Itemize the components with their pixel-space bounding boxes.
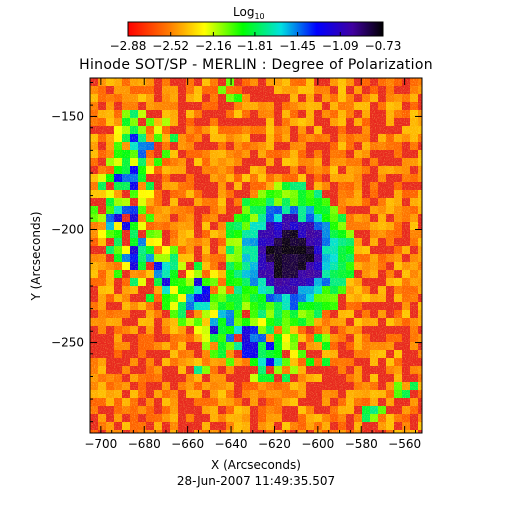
colorbar-ticks: −2.88 −2.52 −2.16 −1.81 −1.45 −1.09 −0.73 — [110, 32, 402, 53]
x-tick-label: −560 — [388, 437, 421, 451]
y-tick-label: −250 — [51, 336, 84, 350]
x-tick-label: −660 — [171, 437, 204, 451]
y-axis-label: Y (Arcseconds) — [29, 211, 43, 301]
plot-frame — [89, 77, 423, 434]
x-tick-label: −680 — [128, 437, 161, 451]
x-tick-label: −620 — [258, 437, 291, 451]
plot-area — [89, 77, 423, 434]
colorbar-label: Log10 — [233, 5, 265, 21]
y-tick-label: −150 — [51, 109, 84, 123]
colorbar-tick-label: −1.45 — [279, 39, 316, 53]
timestamp: 28-Jun-2007 11:49:35.507 — [177, 474, 335, 488]
colorbar-tick-label: −1.09 — [322, 39, 359, 53]
colorbar-tick-label: −0.73 — [365, 39, 402, 53]
colorbar-tick-label: −2.52 — [152, 39, 189, 53]
colorbar-tick-label: −2.16 — [195, 39, 232, 53]
colorbar — [127, 21, 384, 37]
colorbar-tick-label: −1.81 — [237, 39, 274, 53]
chart-title: Hinode SOT/SP - MERLIN : Degree of Polar… — [79, 57, 433, 73]
x-tick-label: −640 — [215, 437, 248, 451]
x-axis-label: X (Arcseconds) — [211, 458, 301, 472]
x-tick-label: −580 — [345, 437, 378, 451]
axes: −700 −680 −660 −640 −620 −600 −580 −560 −150 −200… — [51, 78, 422, 451]
colorbar-label-subscript: 10 — [254, 12, 264, 21]
x-tick-label: −600 — [301, 437, 334, 451]
x-tick-label: −700 — [84, 437, 117, 451]
colorbar-tick-label: −2.88 — [110, 39, 147, 53]
y-tick-label: −200 — [51, 222, 84, 236]
